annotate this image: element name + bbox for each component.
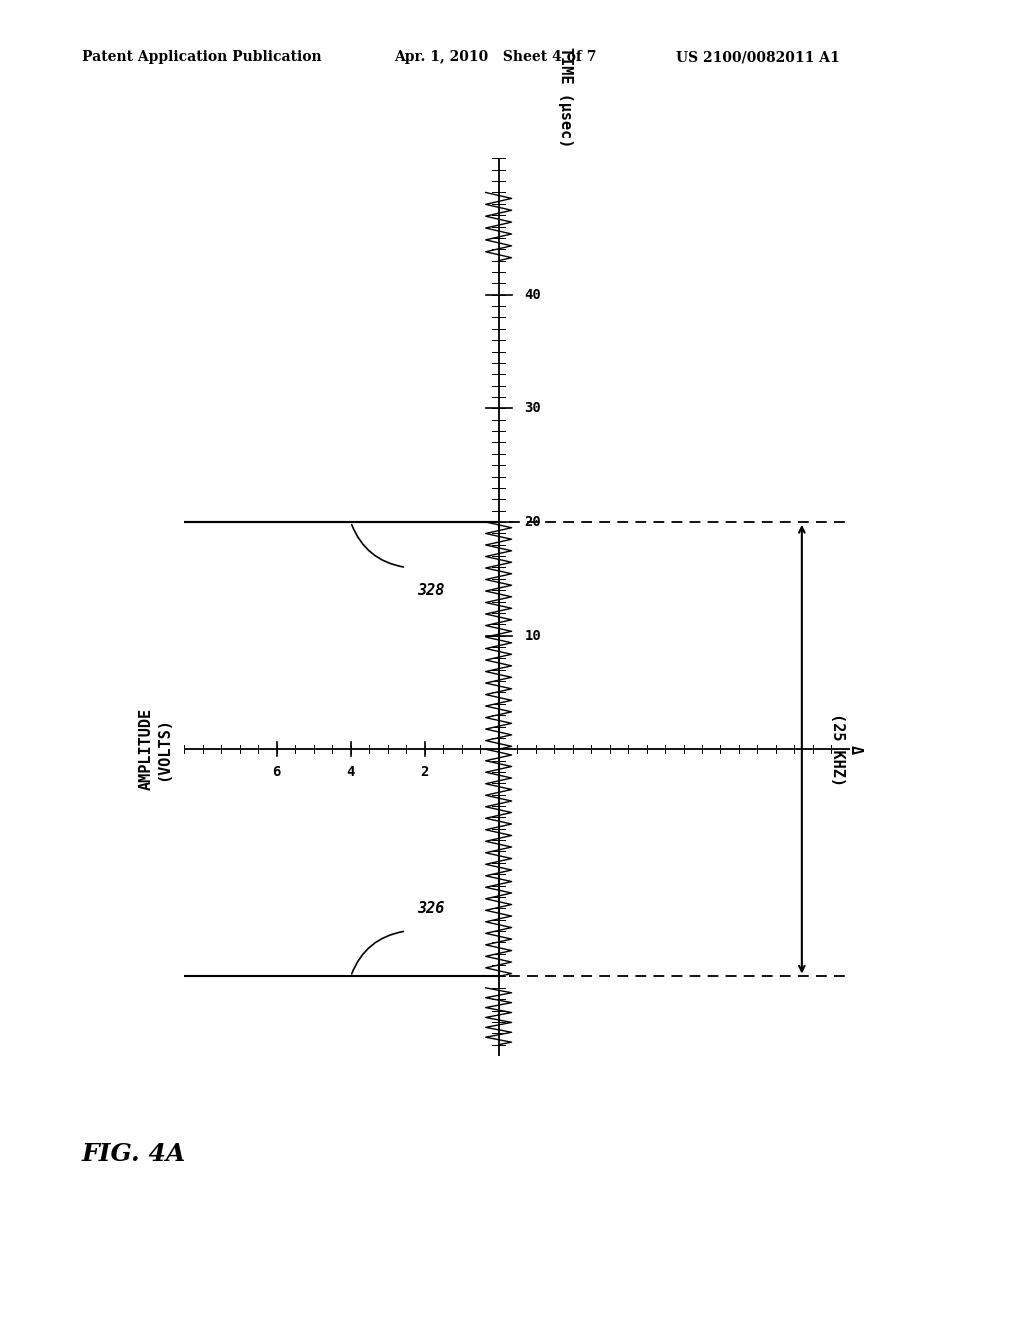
Text: 10: 10 — [524, 628, 542, 643]
Text: 2: 2 — [421, 766, 429, 779]
Text: 328: 328 — [418, 582, 444, 598]
Text: 40: 40 — [524, 288, 542, 302]
Text: 6: 6 — [272, 766, 281, 779]
Text: 20: 20 — [524, 515, 542, 529]
Text: Apr. 1, 2010   Sheet 4 of 7: Apr. 1, 2010 Sheet 4 of 7 — [394, 50, 597, 65]
Text: Δ
(25 KHZ): Δ (25 KHZ) — [830, 713, 862, 785]
Text: FIG. 4A: FIG. 4A — [82, 1142, 186, 1166]
Text: 4: 4 — [346, 766, 355, 779]
Text: US 2100/0082011 A1: US 2100/0082011 A1 — [676, 50, 840, 65]
Text: 30: 30 — [524, 401, 542, 416]
Text: 326: 326 — [418, 900, 444, 916]
Text: Patent Application Publication: Patent Application Publication — [82, 50, 322, 65]
Text: AMPLITUDE
(VOLTS): AMPLITUDE (VOLTS) — [138, 708, 171, 791]
Text: TIME (μsec): TIME (μsec) — [558, 46, 572, 147]
